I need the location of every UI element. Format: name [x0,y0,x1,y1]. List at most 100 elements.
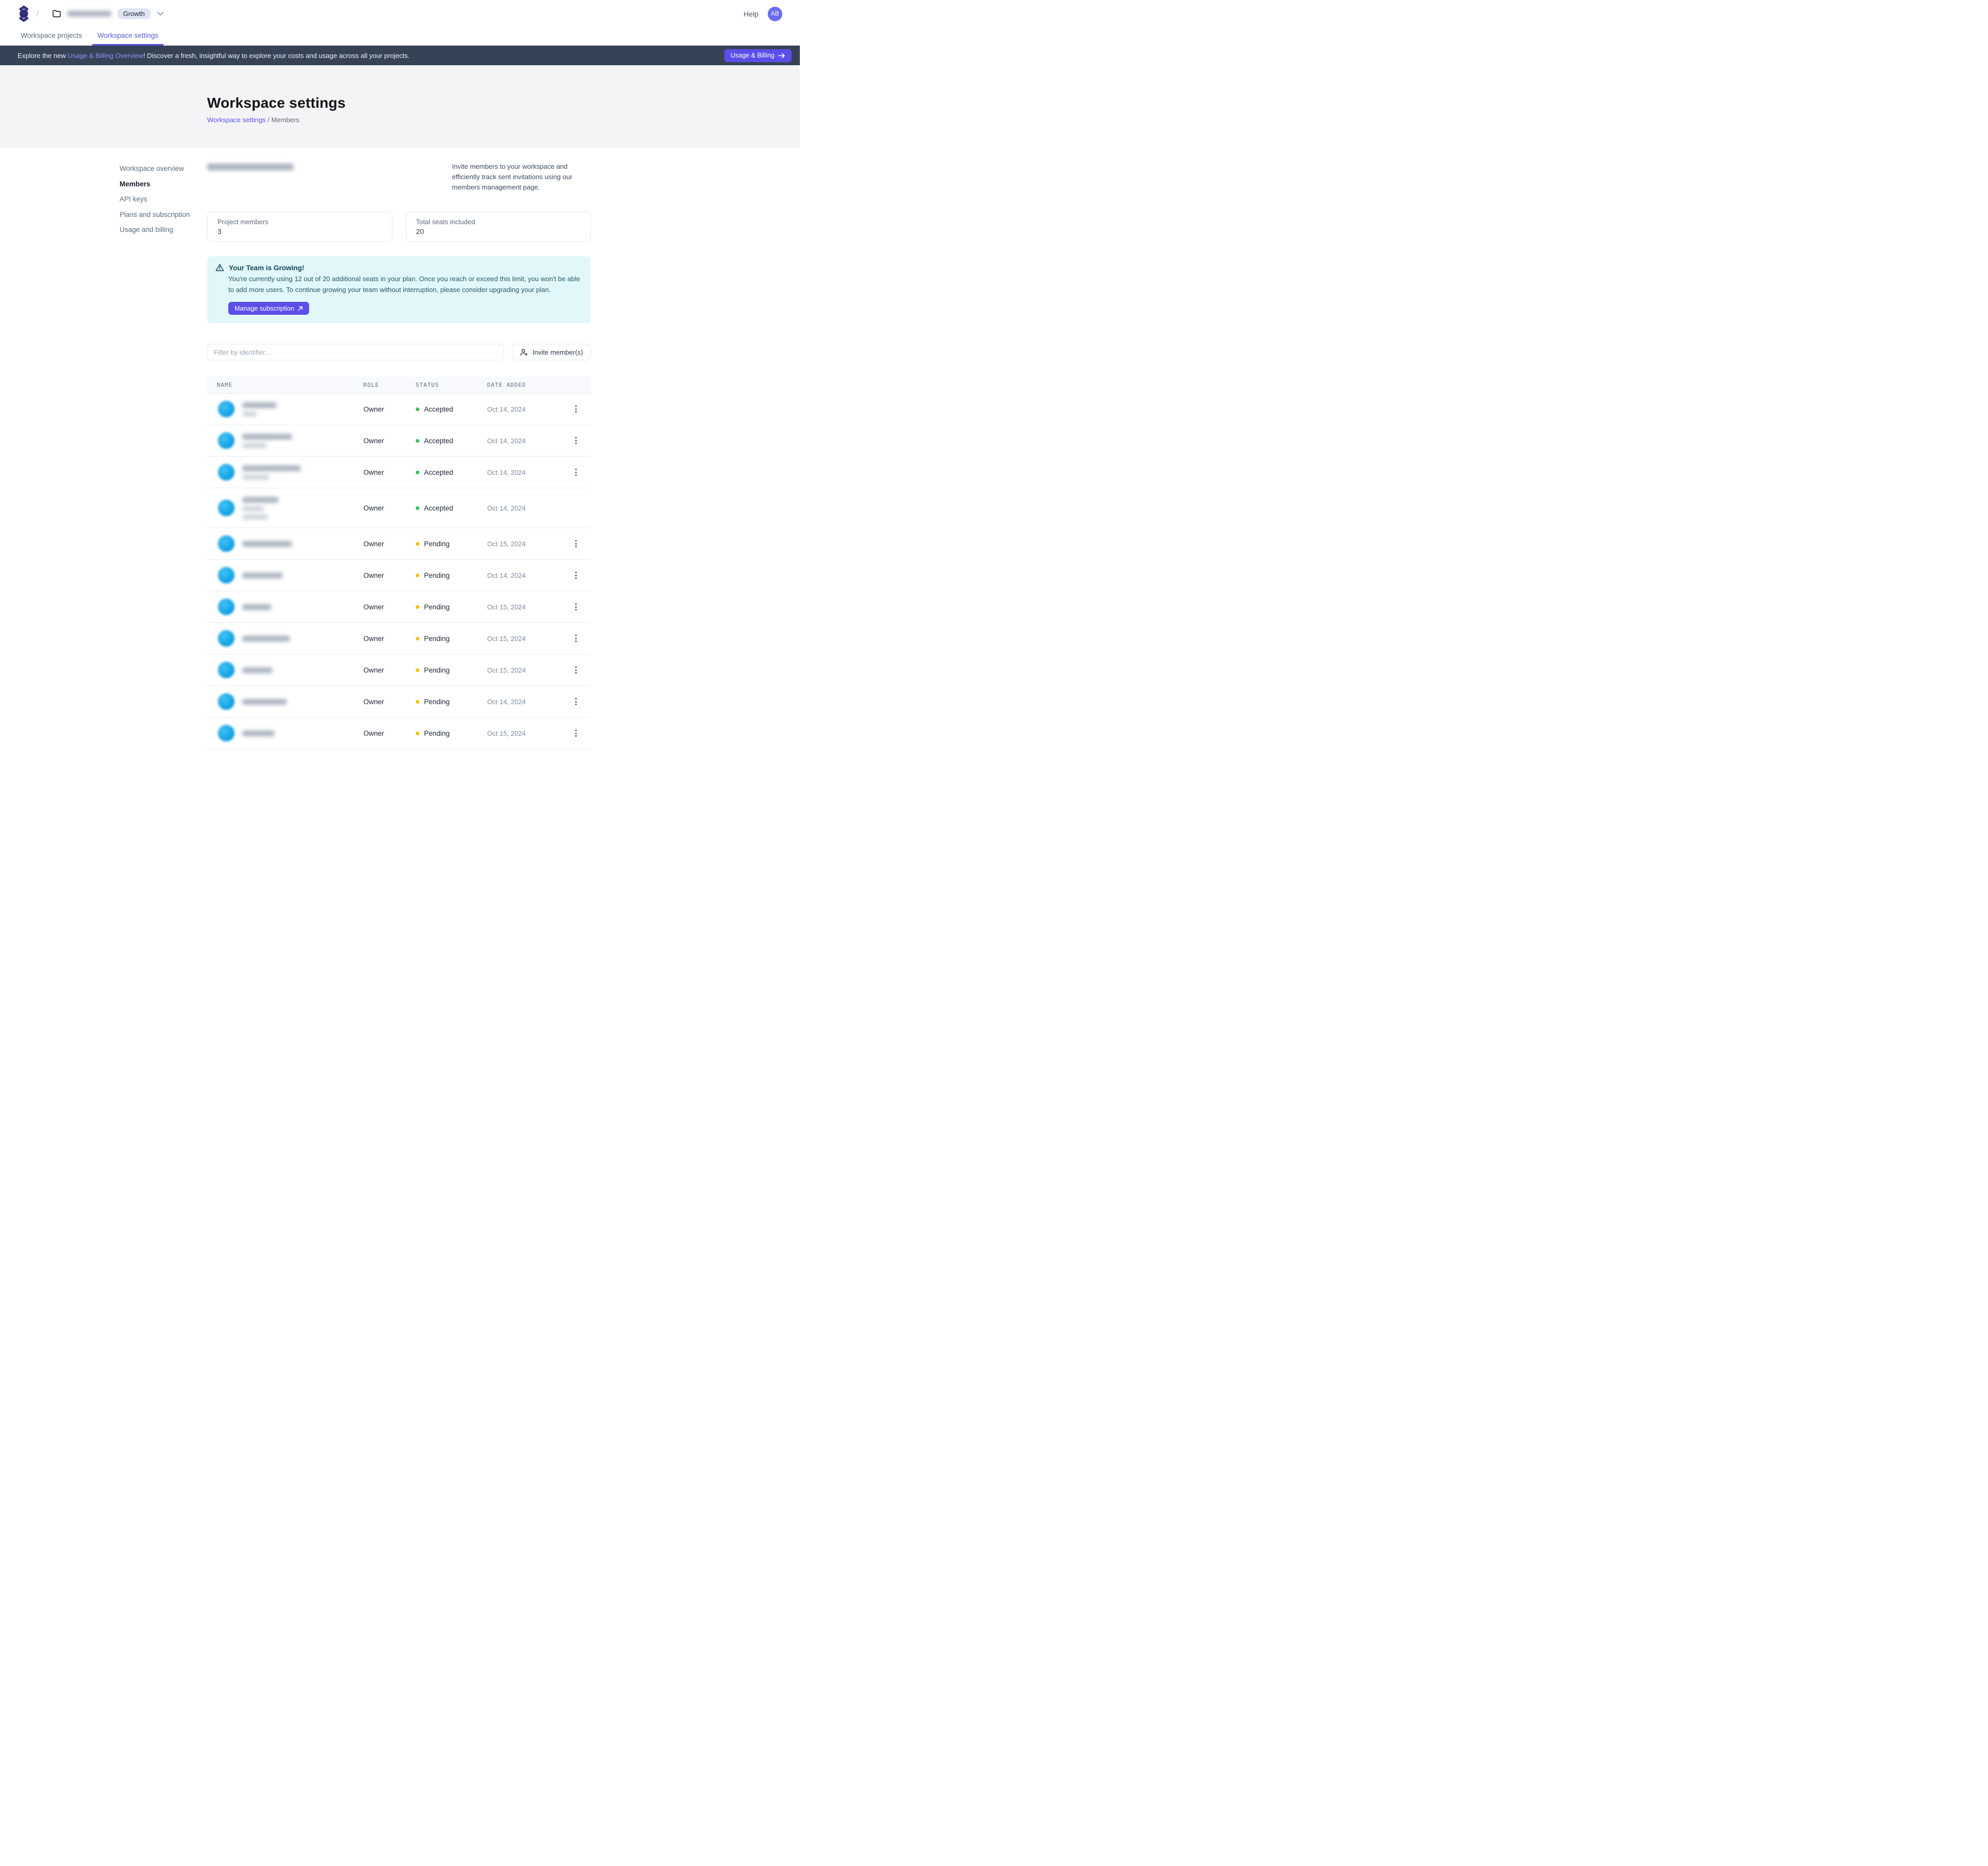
sidebar-item-usage-billing[interactable]: Usage and billing [120,226,173,234]
member-identity-redacted [242,635,290,642]
member-role: Owner [363,436,384,445]
member-email-redacted [242,572,283,578]
row-menu-kebab-icon[interactable] [569,632,582,645]
member-role: Owner [363,571,384,579]
alert-title: Your Team is Growing! [229,264,304,272]
column-header-role: ROLE [363,382,379,388]
member-email-redacted [242,698,287,705]
row-menu-kebab-icon[interactable] [569,601,582,613]
row-menu-kebab-icon[interactable] [569,434,582,447]
member-name-cell [207,630,363,647]
member-status: Pending [416,572,487,579]
member-email-redacted [242,497,279,503]
row-menu-kebab-icon[interactable] [569,403,582,415]
usage-billing-overview-link[interactable]: Usage & Billing Overview [67,51,143,60]
column-header-name: NAME [217,382,233,388]
member-status: Accepted [416,437,487,445]
user-avatar[interactable]: AB [768,6,782,21]
team-growing-alert: Your Team is Growing! You're currently u… [207,256,591,324]
member-identity-redacted [242,667,272,673]
member-date-added: Oct 14, 2024 [487,697,526,706]
breadcrumb: / Growth [18,6,743,22]
member-identity-redacted [242,698,287,705]
member-avatar [218,500,235,517]
member-avatar [218,630,235,647]
member-email-redacted [242,465,301,471]
row-menu-kebab-icon[interactable] [569,727,582,739]
members-description: Invite members to your workspace and eff… [452,163,573,192]
stat-value: 3 [217,227,222,236]
table-row: Owner Accepted Oct 14, 2024 [207,425,591,457]
table-row: Owner Pending Oct 15, 2024 [207,718,591,750]
table-row: Owner Pending Oct 15, 2024 [207,591,591,623]
status-dot-icon [416,542,419,546]
status-dot-icon [416,573,419,577]
status-dot-icon [416,439,419,443]
member-avatar [218,567,235,584]
member-identity-redacted [242,730,274,736]
member-role: Owner [363,634,384,643]
members-table-body: Owner Accepted Oct 14, 2024 Owner Accept… [207,393,591,750]
person-plus-icon [520,348,528,356]
member-role: Owner [363,697,384,706]
sidebar-item-api-keys[interactable]: API keys [120,195,148,203]
member-email-redacted [242,541,292,547]
member-email-redacted [242,635,290,642]
stat-value: 20 [416,227,425,236]
sidebar-item-workspace-overview[interactable]: Workspace overview [120,165,184,172]
breadcrumb-current: Members [271,116,300,124]
invite-members-button[interactable]: Invite member(s) [512,344,591,361]
member-date-added: Oct 15, 2024 [487,540,526,548]
member-identity-redacted [242,402,276,416]
app-logo-icon[interactable] [18,6,30,22]
filter-input[interactable] [207,344,504,361]
table-row: Owner Accepted Oct 14, 2024 [207,457,591,489]
table-row: Owner Pending Oct 15, 2024 [207,654,591,687]
help-link[interactable]: Help [743,9,758,18]
member-date-added: Oct 15, 2024 [487,729,526,737]
status-dot-icon [416,407,419,411]
row-menu-kebab-icon[interactable] [569,664,582,676]
member-status: Accepted [416,504,487,512]
page-breadcrumb: Workspace settings / Members [207,116,300,124]
member-avatar [218,401,235,418]
member-email-redacted [242,667,272,673]
manage-subscription-button[interactable]: Manage subscription [228,302,310,315]
member-name-cell [207,662,363,679]
member-role: Owner [363,729,384,737]
member-role: Owner [363,666,384,674]
page-header: Workspace settings Workspace settings / … [0,65,800,148]
workspace-tabs: Workspace projects Workspace settings [0,27,800,46]
row-menu-kebab-icon[interactable] [569,569,582,581]
member-name-cell [207,535,363,552]
tab-workspace-settings[interactable]: Workspace settings [92,32,164,46]
member-date-added: Oct 14, 2024 [487,436,526,445]
status-dot-icon [416,605,419,609]
members-table-header: NAME ROLE STATUS DATE ADDED [207,377,591,394]
sidebar-item-members[interactable]: Members [120,180,151,188]
row-menu-kebab-icon[interactable] [569,537,582,550]
page-title: Workspace settings [207,95,346,111]
member-avatar [218,464,235,481]
member-role: Owner [363,468,384,476]
chevron-down-icon[interactable] [157,11,164,16]
member-name-cell [207,693,363,710]
status-dot-icon [416,699,419,704]
sidebar-item-plans-subscription[interactable]: Plans and subscription [120,210,190,218]
members-table: NAME ROLE STATUS DATE ADDED Owner Accept… [207,377,591,750]
stat-card-project-members: Project members 3 [207,212,392,242]
workspace-name-redacted[interactable] [67,11,111,17]
settings-side-nav: Workspace overview Members API keys Plan… [120,148,207,749]
tab-workspace-projects[interactable]: Workspace projects [21,32,82,39]
row-menu-kebab-icon[interactable] [569,695,582,708]
status-dot-icon [416,470,419,474]
plan-badge[interactable]: Growth [117,8,151,19]
table-row: Owner Pending Oct 15, 2024 [207,528,591,560]
usage-billing-button[interactable]: Usage & Billing [724,49,792,62]
banner-text: Explore the new Usage & Billing Overview… [18,51,410,60]
row-menu-kebab-icon[interactable] [569,466,582,478]
member-username-redacted [242,514,268,519]
member-date-added: Oct 15, 2024 [487,666,526,674]
folder-icon [52,10,61,18]
breadcrumb-workspace-settings-link[interactable]: Workspace settings [207,116,266,124]
